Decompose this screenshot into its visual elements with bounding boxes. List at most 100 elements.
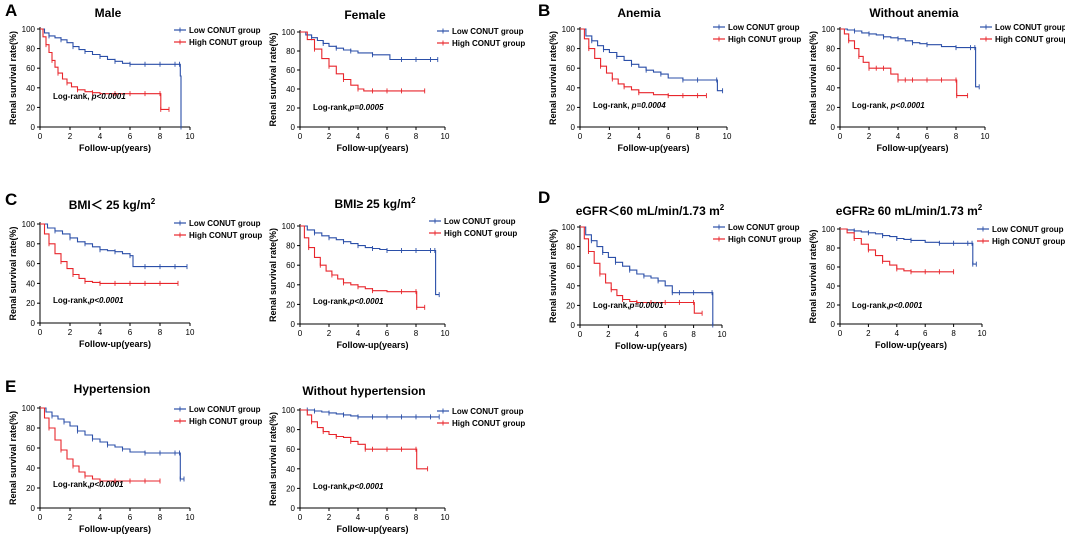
km-panel: E Hypertension 0 20 40 60 80 100 0 2 4 6 8 10 Follow-u…	[5, 377, 262, 534]
y-tick-label: 60	[26, 260, 35, 269]
y-tick-label: 60	[566, 262, 575, 271]
legend-label-high: High CONUT group	[995, 35, 1065, 44]
x-tick-label: 2	[68, 328, 73, 337]
logrank-p-value: p=0.0005	[348, 103, 384, 112]
x-tick-label: 4	[356, 329, 361, 338]
logrank-label: Log-rank,	[53, 92, 92, 101]
x-tick-label: 10	[186, 328, 195, 337]
x-tick-label: 6	[128, 328, 133, 337]
y-tick-label: 100	[282, 406, 296, 415]
high-conut-curve	[300, 31, 425, 92]
logrank-label: Log-rank,	[313, 297, 349, 306]
y-tick-label: 60	[286, 66, 295, 75]
logrank-p-value: p<0.0001	[890, 101, 926, 110]
chart-title-text: Without anemia	[869, 6, 959, 20]
logrank-label: Log-rank,	[852, 301, 888, 310]
panel-letter: C	[5, 190, 17, 209]
x-tick-label: 8	[695, 132, 700, 141]
x-tick-label: 10	[186, 132, 195, 141]
legend-label-low: Low CONUT group	[189, 405, 261, 414]
x-tick-label: 4	[98, 132, 103, 141]
y-tick-label: 20	[826, 103, 835, 112]
km-panel: B Anemia 0 20 40 60 80 100 0 2 4 6 8 10 Follow-up(year…	[538, 1, 801, 153]
x-tick-label: 2	[327, 132, 332, 141]
y-tick-label: 80	[566, 243, 575, 252]
x-tick-label: 0	[298, 329, 303, 338]
y-tick-label: 40	[26, 279, 35, 288]
logrank-annotation: Log-rank,p=0.0005	[313, 103, 384, 112]
y-tick-label: 100	[822, 25, 836, 34]
legend-label-high: High CONUT group	[189, 231, 262, 240]
y-axis-label: Renal survival rate(%)	[548, 229, 558, 323]
km-panel: Without hypertension 0 20 40 60 80 100 0 2 4 6 8 10 F…	[268, 384, 525, 534]
chart-title-text: Female	[344, 8, 386, 22]
legend-label-low: Low CONUT group	[728, 23, 800, 32]
chart-title: Without anemia	[869, 6, 959, 20]
logrank-annotation: Log-rank, p<0.0001	[852, 101, 925, 110]
chart-title-text: eGFR＜60 mL/min/1.73 m	[576, 204, 720, 218]
x-tick-label: 8	[414, 513, 419, 522]
x-axis-label: Follow-up(years)	[336, 143, 408, 153]
x-tick-label: 2	[68, 513, 73, 522]
y-tick-label: 20	[26, 299, 35, 308]
y-tick-label: 60	[286, 261, 295, 270]
legend-label-low: Low CONUT group	[728, 223, 800, 232]
x-tick-label: 4	[635, 330, 640, 339]
y-tick-label: 20	[26, 103, 35, 112]
y-tick-label: 20	[286, 484, 295, 493]
x-tick-label: 2	[607, 132, 612, 141]
legend-label-low: Low CONUT group	[452, 27, 524, 36]
y-tick-label: 40	[566, 84, 575, 93]
y-axis-label: Renal survival rate(%)	[268, 228, 278, 322]
y-tick-label: 60	[566, 64, 575, 73]
chart-title-superscript: 2	[151, 197, 156, 206]
y-tick-label: 80	[826, 244, 835, 253]
x-tick-label: 0	[578, 330, 583, 339]
low-conut-curve	[580, 28, 723, 92]
chart-title: eGFR＜60 mL/min/1.73 m2	[576, 203, 725, 218]
x-tick-label: 6	[128, 513, 133, 522]
low-conut-curve	[300, 31, 438, 61]
chart-title: Anemia	[617, 6, 661, 20]
y-tick-label: 40	[26, 84, 35, 93]
x-tick-label: 6	[666, 132, 671, 141]
logrank-p-value: p<0.0001	[91, 92, 127, 101]
chart-title: Male	[95, 6, 122, 20]
x-tick-label: 10	[441, 132, 450, 141]
y-tick-label: 100	[282, 28, 296, 37]
x-tick-label: 0	[578, 132, 583, 141]
y-tick-label: 0	[831, 320, 836, 329]
y-axis-label: Renal survival rate(%)	[808, 229, 818, 323]
y-tick-label: 100	[282, 222, 296, 231]
x-tick-label: 0	[298, 132, 303, 141]
y-tick-label: 80	[286, 242, 295, 251]
logrank-annotation: Log-rank, p<0.0001	[53, 92, 126, 101]
logrank-label: Log-rank,	[313, 482, 349, 491]
y-tick-label: 40	[286, 465, 295, 474]
legend-label-high: High CONUT group	[452, 39, 525, 48]
x-axis-label: Follow-up(years)	[617, 143, 689, 153]
high-conut-curve	[580, 226, 703, 314]
chart-title-superscript: 2	[720, 203, 725, 212]
legend-label-high: High CONUT group	[444, 229, 517, 238]
logrank-label: Log-rank,	[313, 103, 349, 112]
low-conut-curve	[40, 407, 184, 480]
y-tick-label: 40	[826, 282, 835, 291]
x-tick-label: 8	[954, 132, 959, 141]
high-conut-curve	[40, 28, 169, 110]
legend-label-high: High CONUT group	[189, 417, 262, 426]
low-conut-curve	[300, 409, 440, 418]
chart-title-superscript: 2	[978, 203, 983, 212]
y-tick-label: 0	[31, 319, 36, 328]
x-tick-label: 4	[98, 513, 103, 522]
high-conut-curve	[40, 223, 178, 284]
y-tick-label: 100	[22, 220, 36, 229]
y-axis-label: Renal survival rate(%)	[8, 31, 18, 125]
x-tick-label: 2	[68, 132, 73, 141]
legend-label-low: Low CONUT group	[189, 219, 261, 228]
legend-label-low: Low CONUT group	[995, 23, 1065, 32]
logrank-label: Log-rank,	[593, 301, 629, 310]
